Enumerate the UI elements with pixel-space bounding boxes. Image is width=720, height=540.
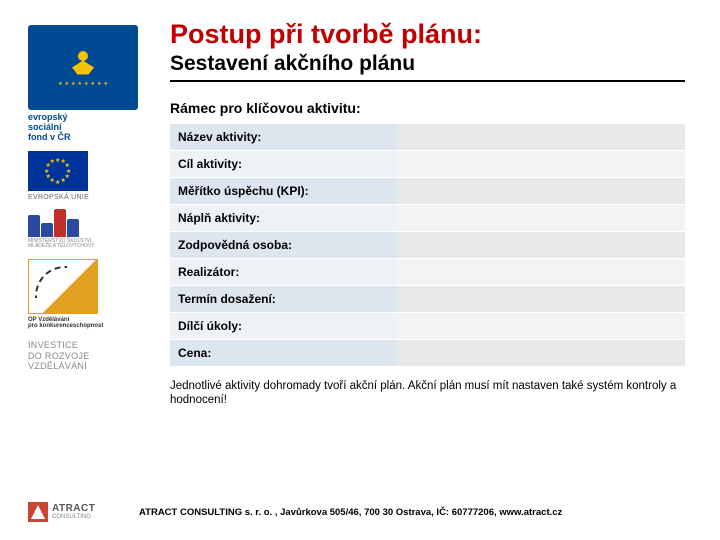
footnote: Jednotlivé aktivity dohromady tvoří akčn… [170, 379, 685, 408]
atract-brand: ATRACT [52, 504, 95, 514]
table-row: Zodpovědná osoba: [170, 231, 685, 258]
row-label: Měřítko úspěchu (KPI): [170, 177, 397, 204]
table-row: Měřítko úspěchu (KPI): [170, 177, 685, 204]
atract-logo: ATRACT CONSULTING [28, 498, 123, 526]
eu-logo-block: ★★★★★★★★★★★★ EVROPSKÁ UNIE [28, 151, 150, 201]
table-row: Název aktivity: [170, 124, 685, 151]
row-label: Dílčí úkoly: [170, 312, 397, 339]
page-subtitle: Sestavení akčního plánu [170, 52, 685, 82]
row-label: Náplň aktivity: [170, 204, 397, 231]
table-row: Cíl aktivity: [170, 150, 685, 177]
esf-logo: ★★★★★★★★ [28, 25, 138, 110]
table-row: Cena: [170, 339, 685, 366]
msmt-logo [28, 209, 150, 237]
row-value [397, 339, 685, 366]
footer: ATRACT CONSULTING ATRACT CONSULTING s. r… [28, 498, 698, 526]
row-label: Termín dosažení: [170, 285, 397, 312]
row-value [397, 204, 685, 231]
row-value [397, 150, 685, 177]
row-value [397, 285, 685, 312]
row-value [397, 231, 685, 258]
op-logo [28, 259, 98, 314]
page-title: Postup při tvorbě plánu: [170, 20, 700, 50]
eu-flag: ★★★★★★★★★★★★ [28, 151, 88, 191]
footer-text: ATRACT CONSULTING s. r. o. , Javůrkova 5… [139, 507, 562, 518]
table-row: Náplň aktivity: [170, 204, 685, 231]
atract-mark-icon [28, 502, 48, 522]
sidebar: ★★★★★★★★ evropskýsociálnífond v ČR ★★★★★… [0, 0, 160, 540]
row-label: Cena: [170, 339, 397, 366]
table-row: Termín dosažení: [170, 285, 685, 312]
activity-framework-table: Název aktivity:Cíl aktivity:Měřítko úspě… [170, 124, 685, 367]
row-label: Realizátor: [170, 258, 397, 285]
row-value [397, 177, 685, 204]
eu-label: EVROPSKÁ UNIE [28, 194, 150, 201]
msmt-block: MINISTERSTVO ŠKOLSTVÍ,MLÁDEŽE A TĚLOVÝCH… [28, 209, 150, 249]
table-row: Realizátor: [170, 258, 685, 285]
esf-logo-block: ★★★★★★★★ evropskýsociálnífond v ČR [28, 25, 150, 143]
op-label: OP Vzdělávánípro konkurenceschopnost [28, 317, 150, 330]
table-row: Dílčí úkoly: [170, 312, 685, 339]
row-value [397, 312, 685, 339]
row-label: Název aktivity: [170, 124, 397, 151]
row-label: Cíl aktivity: [170, 150, 397, 177]
row-label: Zodpovědná osoba: [170, 231, 397, 258]
section-heading: Rámec pro klíčovou aktivitu: [170, 100, 700, 116]
investice-text: INVESTICEDO ROZVOJEVZDĚLÁVÁNÍ [28, 340, 150, 372]
main-content: Postup při tvorbě plánu: Sestavení akční… [170, 20, 700, 407]
esf-label: evropskýsociálnífond v ČR [28, 113, 150, 143]
row-value [397, 258, 685, 285]
msmt-label: MINISTERSTVO ŠKOLSTVÍ,MLÁDEŽE A TĚLOVÝCH… [28, 239, 150, 249]
op-block: OP Vzdělávánípro konkurenceschopnost [28, 259, 150, 330]
atract-brand-sub: CONSULTING [52, 514, 95, 520]
row-value [397, 124, 685, 151]
